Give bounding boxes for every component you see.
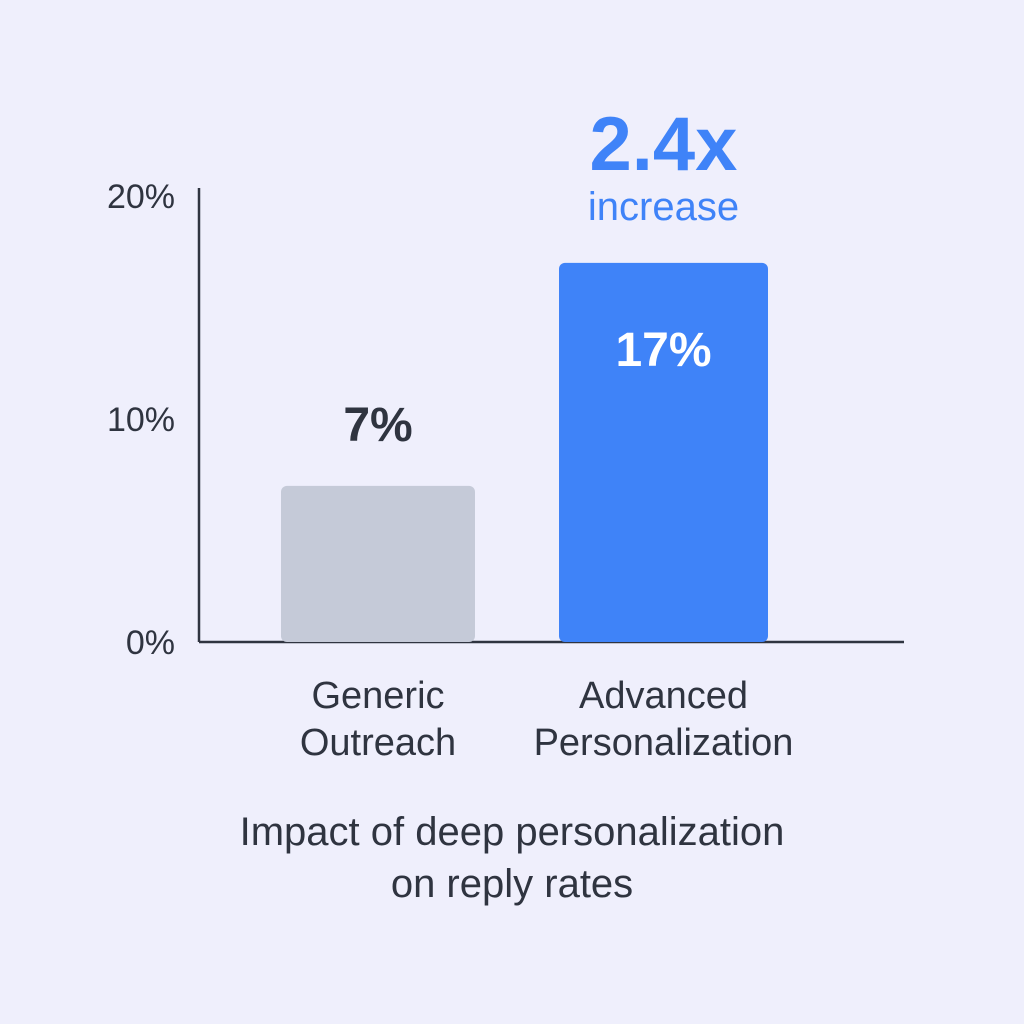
caption-line-1: Impact of deep personalization	[239, 810, 785, 854]
data-label-0: 7%	[343, 399, 412, 452]
bar-1	[559, 262, 768, 642]
y-tick-label-20pct: 20%	[107, 178, 175, 216]
callout-value: 2.4x	[590, 102, 738, 187]
category-label-1-0: Advanced	[579, 675, 748, 717]
category-label-1-1: Personalization	[534, 722, 794, 764]
y-tick-label-0pct: 0%	[126, 624, 175, 662]
bar-0	[281, 485, 475, 642]
caption-line-2: on reply rates	[390, 862, 634, 906]
callout-text: increase	[588, 185, 739, 229]
category-label-0-0: Generic	[311, 675, 444, 717]
data-label-1: 17%	[615, 324, 711, 377]
chart-caption: Impact of deep personalization on reply …	[0, 806, 1024, 910]
y-tick-label-10pct: 10%	[107, 401, 175, 439]
category-label-0-1: Outreach	[300, 722, 456, 764]
